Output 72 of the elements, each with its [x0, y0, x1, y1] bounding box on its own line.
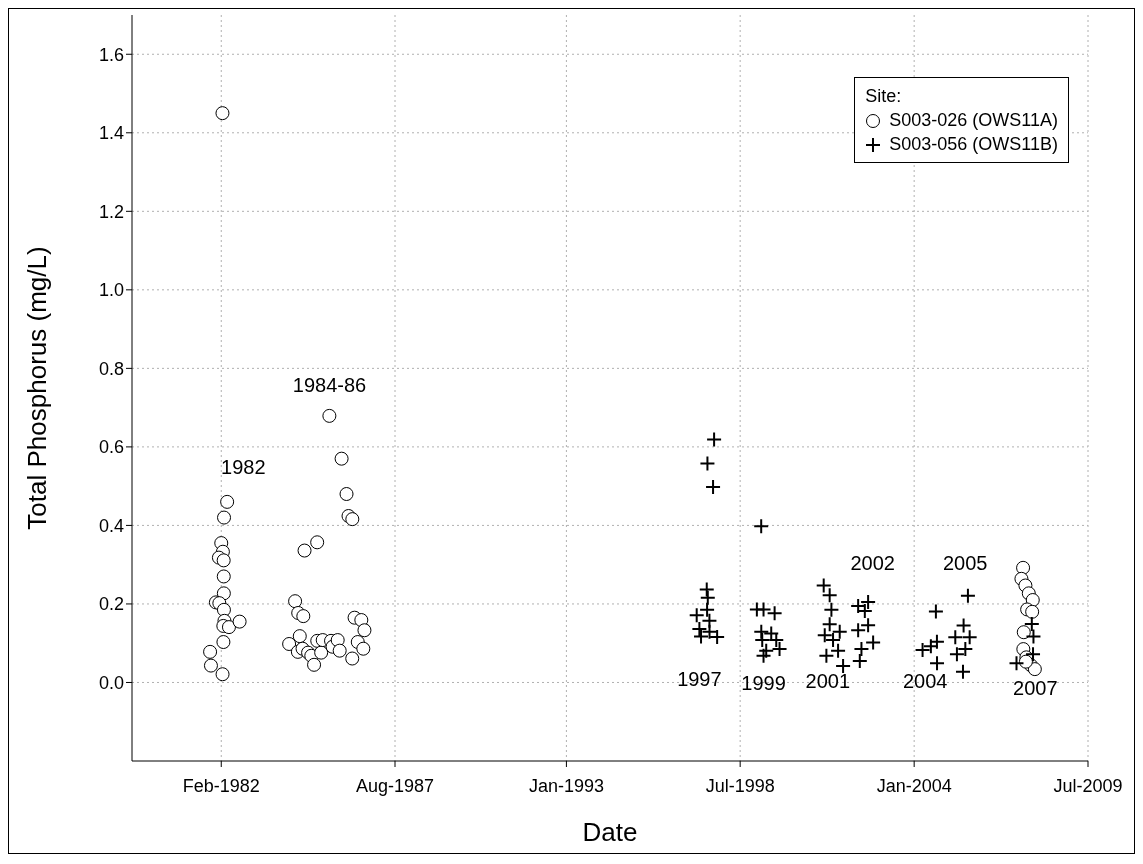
point — [948, 646, 965, 663]
x-tick-label: Aug-1987 — [355, 775, 435, 796]
point — [927, 603, 944, 620]
point — [691, 621, 708, 638]
point — [914, 641, 931, 658]
y-tick-label: 0.8 — [98, 358, 124, 379]
y-tick-label: 1.6 — [98, 44, 124, 65]
annotation: 1984-86 — [292, 373, 367, 396]
legend-title: Site: — [865, 85, 903, 108]
y-tick-label: 0.4 — [98, 515, 124, 536]
annotation: 1999 — [741, 671, 786, 694]
point — [929, 655, 946, 672]
point — [771, 641, 788, 658]
legend-label: S003-026 (OWS11A) — [888, 109, 1058, 132]
point — [705, 478, 722, 495]
point — [853, 641, 870, 658]
point — [699, 601, 716, 618]
point — [688, 607, 705, 624]
point — [699, 589, 716, 606]
point — [755, 601, 772, 618]
point — [693, 628, 710, 645]
x-tick-label: Jan-1993 — [528, 775, 604, 796]
point — [698, 581, 715, 598]
y-axis-title: Total Phosphorus (mg/L) — [22, 246, 53, 530]
point — [1023, 615, 1040, 632]
point — [701, 612, 718, 629]
point — [865, 634, 882, 651]
point — [955, 617, 972, 634]
point — [1008, 655, 1025, 672]
y-tick-label: 0.6 — [98, 437, 124, 458]
y-tick-label: 0.0 — [98, 672, 124, 693]
x-axis-title: Date — [582, 817, 638, 847]
point — [860, 617, 877, 634]
point — [758, 642, 775, 659]
point — [823, 601, 840, 618]
point — [947, 629, 964, 646]
point — [706, 431, 723, 448]
point — [959, 587, 976, 604]
x-tick-label: Jan-2004 — [876, 775, 952, 796]
y-tick-label: 1.2 — [98, 201, 124, 222]
point — [850, 622, 867, 639]
x-tick-label: Jul-1998 — [705, 775, 775, 796]
point — [961, 629, 978, 646]
point — [957, 641, 974, 658]
point — [766, 605, 783, 622]
point — [1025, 646, 1042, 663]
point — [818, 647, 835, 664]
annotation: 2004 — [902, 670, 948, 693]
point — [830, 642, 847, 659]
x-tick-label: Jul-2009 — [1053, 775, 1123, 796]
point — [835, 657, 852, 674]
point — [1025, 628, 1042, 645]
point — [922, 638, 939, 655]
annotation: 2001 — [805, 669, 851, 692]
point — [754, 632, 771, 649]
annotation: 1997 — [677, 667, 722, 690]
point — [753, 623, 770, 640]
point — [753, 518, 770, 535]
point — [860, 593, 877, 610]
point — [755, 647, 772, 664]
x-tick-label: Feb-1982 — [182, 775, 260, 796]
annotation: 2002 — [850, 552, 895, 575]
point — [851, 652, 868, 669]
point — [699, 455, 716, 472]
annotation: 2007 — [1013, 677, 1058, 700]
y-tick-label: 1.0 — [98, 280, 124, 301]
annotation: 2005 — [942, 552, 988, 575]
y-tick-label: 0.2 — [98, 594, 124, 615]
y-tick-label: 1.4 — [98, 123, 124, 144]
legend-label: S003-056 (OWS11B) — [888, 133, 1058, 156]
point — [954, 663, 971, 680]
annotation: 1982 — [221, 456, 266, 479]
